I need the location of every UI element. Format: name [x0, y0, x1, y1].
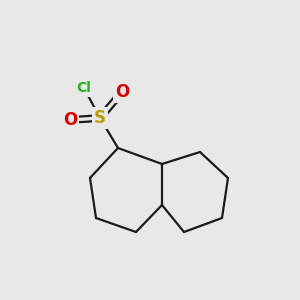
Text: Cl: Cl [76, 81, 92, 95]
Text: S: S [94, 109, 106, 127]
Text: O: O [115, 83, 129, 101]
Text: O: O [63, 111, 77, 129]
